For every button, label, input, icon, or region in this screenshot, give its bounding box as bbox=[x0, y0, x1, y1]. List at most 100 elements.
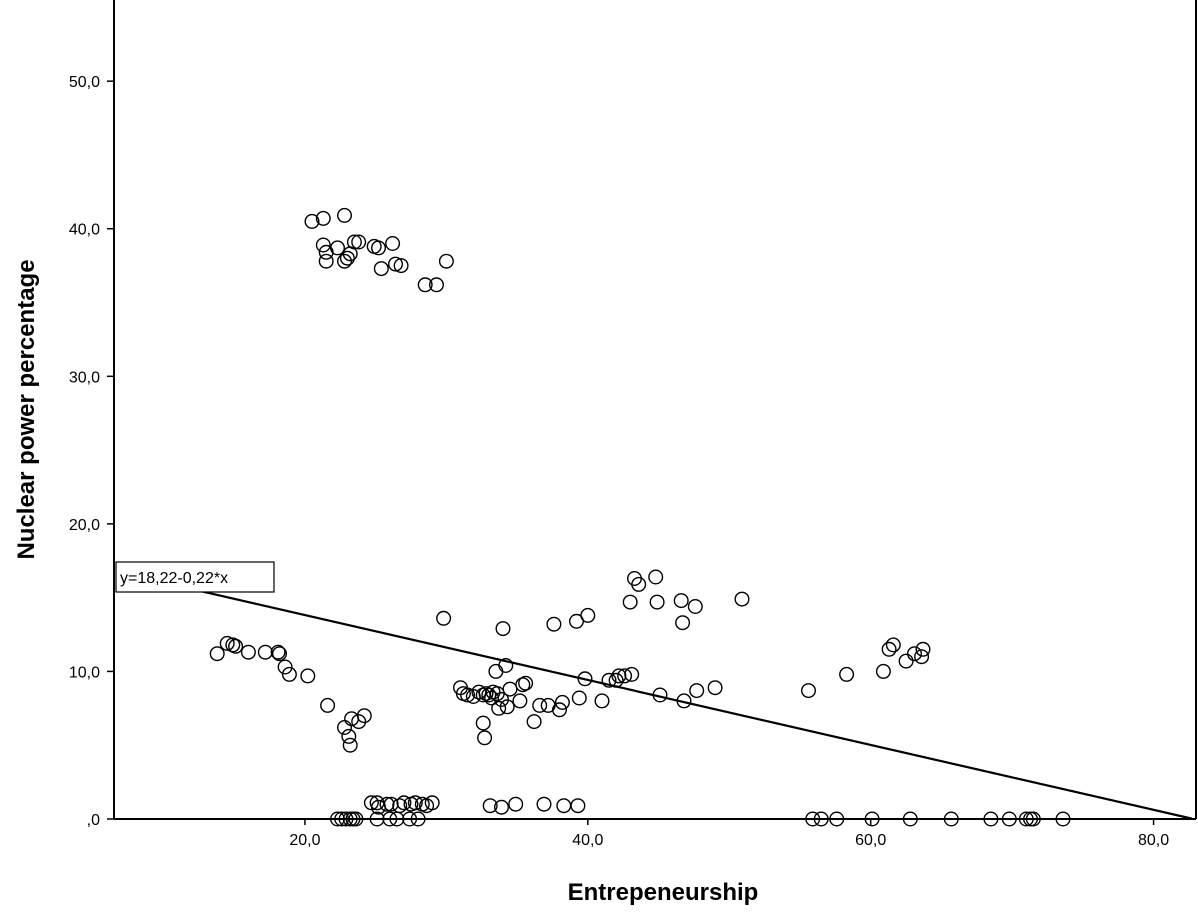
data-point bbox=[407, 795, 423, 811]
data-point bbox=[315, 210, 331, 226]
equation-box bbox=[115, 561, 275, 593]
data-point bbox=[594, 693, 610, 709]
data-point bbox=[580, 607, 596, 623]
data-point bbox=[624, 666, 640, 682]
data-point bbox=[601, 672, 617, 688]
data-point bbox=[385, 235, 401, 251]
data-point bbox=[438, 253, 454, 269]
data-point bbox=[373, 261, 389, 277]
data-point bbox=[675, 615, 691, 631]
data-point bbox=[436, 610, 452, 626]
data-point bbox=[491, 700, 507, 716]
data-point bbox=[281, 666, 297, 682]
x-tick-label: 60,0 bbox=[855, 832, 886, 849]
data-point bbox=[556, 798, 572, 814]
data-point bbox=[393, 258, 409, 274]
data-point bbox=[649, 594, 665, 610]
data-point bbox=[546, 616, 562, 632]
data-point bbox=[339, 250, 355, 266]
data-point bbox=[257, 644, 273, 660]
data-point bbox=[477, 730, 493, 746]
data-point bbox=[648, 569, 664, 585]
data-point bbox=[219, 635, 235, 651]
data-point bbox=[388, 256, 404, 272]
data-point bbox=[228, 638, 244, 654]
data-point bbox=[337, 207, 353, 223]
axes bbox=[113, 0, 1197, 820]
data-point bbox=[898, 653, 914, 669]
data-point bbox=[687, 599, 703, 615]
x-tick-label: 40,0 bbox=[572, 832, 603, 849]
data-point bbox=[277, 659, 293, 675]
y-tick-label: 50,0 bbox=[69, 74, 100, 91]
x-axis-title: Entrepeneurship bbox=[568, 879, 759, 906]
data-point bbox=[498, 658, 514, 674]
data-point bbox=[383, 796, 399, 812]
data-point bbox=[379, 796, 395, 812]
data-point bbox=[617, 668, 633, 684]
y-tick-label: 20,0 bbox=[69, 517, 100, 534]
data-point bbox=[907, 646, 923, 662]
data-point bbox=[707, 680, 723, 696]
data-point bbox=[429, 277, 445, 293]
y-tick-label: 30,0 bbox=[69, 369, 100, 386]
data-point bbox=[225, 637, 241, 653]
data-point bbox=[570, 798, 586, 814]
data-point bbox=[508, 796, 524, 812]
data-point bbox=[554, 694, 570, 710]
data-point bbox=[488, 663, 504, 679]
data-point bbox=[518, 675, 534, 691]
data-point bbox=[622, 594, 638, 610]
x-tick-label: 20,0 bbox=[289, 832, 320, 849]
data-point bbox=[839, 666, 855, 682]
data-point bbox=[315, 237, 331, 253]
data-point bbox=[300, 668, 316, 684]
data-point bbox=[571, 690, 587, 706]
data-point bbox=[495, 621, 511, 637]
data-point bbox=[673, 593, 689, 609]
y-tick-label: 10,0 bbox=[69, 664, 100, 681]
data-point bbox=[475, 715, 491, 731]
x-ticks: 20,0 40,0 60,0 80,0 bbox=[289, 819, 1169, 849]
data-point bbox=[552, 702, 568, 718]
data-point bbox=[320, 697, 336, 713]
data-point bbox=[512, 693, 528, 709]
data-point bbox=[371, 240, 387, 256]
data-point bbox=[330, 240, 346, 256]
data-point bbox=[484, 690, 500, 706]
data-point bbox=[346, 234, 362, 250]
data-point bbox=[396, 795, 412, 811]
data-point bbox=[478, 686, 494, 702]
data-point bbox=[885, 637, 901, 653]
data-point bbox=[532, 697, 548, 713]
y-tick-label: ,0 bbox=[87, 812, 100, 829]
data-point bbox=[801, 683, 817, 699]
data-point bbox=[318, 253, 334, 269]
data-point bbox=[494, 799, 510, 815]
data-point bbox=[356, 708, 372, 724]
data-point bbox=[270, 644, 286, 660]
data-point bbox=[460, 687, 476, 703]
y-axis-title: Nuclear power percentage bbox=[13, 259, 40, 559]
data-point bbox=[502, 681, 518, 697]
data-point bbox=[417, 277, 433, 293]
data-point bbox=[351, 234, 367, 250]
x-tick-label: 80,0 bbox=[1138, 832, 1169, 849]
data-point bbox=[424, 795, 440, 811]
y-ticks: ,0 10,0 20,0 30,0 40,0 50,0 bbox=[69, 74, 114, 829]
data-point bbox=[526, 714, 542, 730]
fit-line-group: y=18,22-0,22*x bbox=[115, 561, 1193, 820]
data-point bbox=[240, 644, 256, 660]
fit-line bbox=[191, 588, 1193, 820]
data-point bbox=[341, 728, 357, 744]
equation-label: y=18,22-0,22*x bbox=[120, 570, 228, 587]
y-tick-label: 40,0 bbox=[69, 222, 100, 239]
data-point bbox=[304, 213, 320, 229]
data-point bbox=[351, 714, 367, 730]
data-point bbox=[734, 591, 750, 607]
data-point bbox=[914, 649, 930, 665]
data-point bbox=[915, 641, 931, 657]
data-point bbox=[689, 683, 705, 699]
